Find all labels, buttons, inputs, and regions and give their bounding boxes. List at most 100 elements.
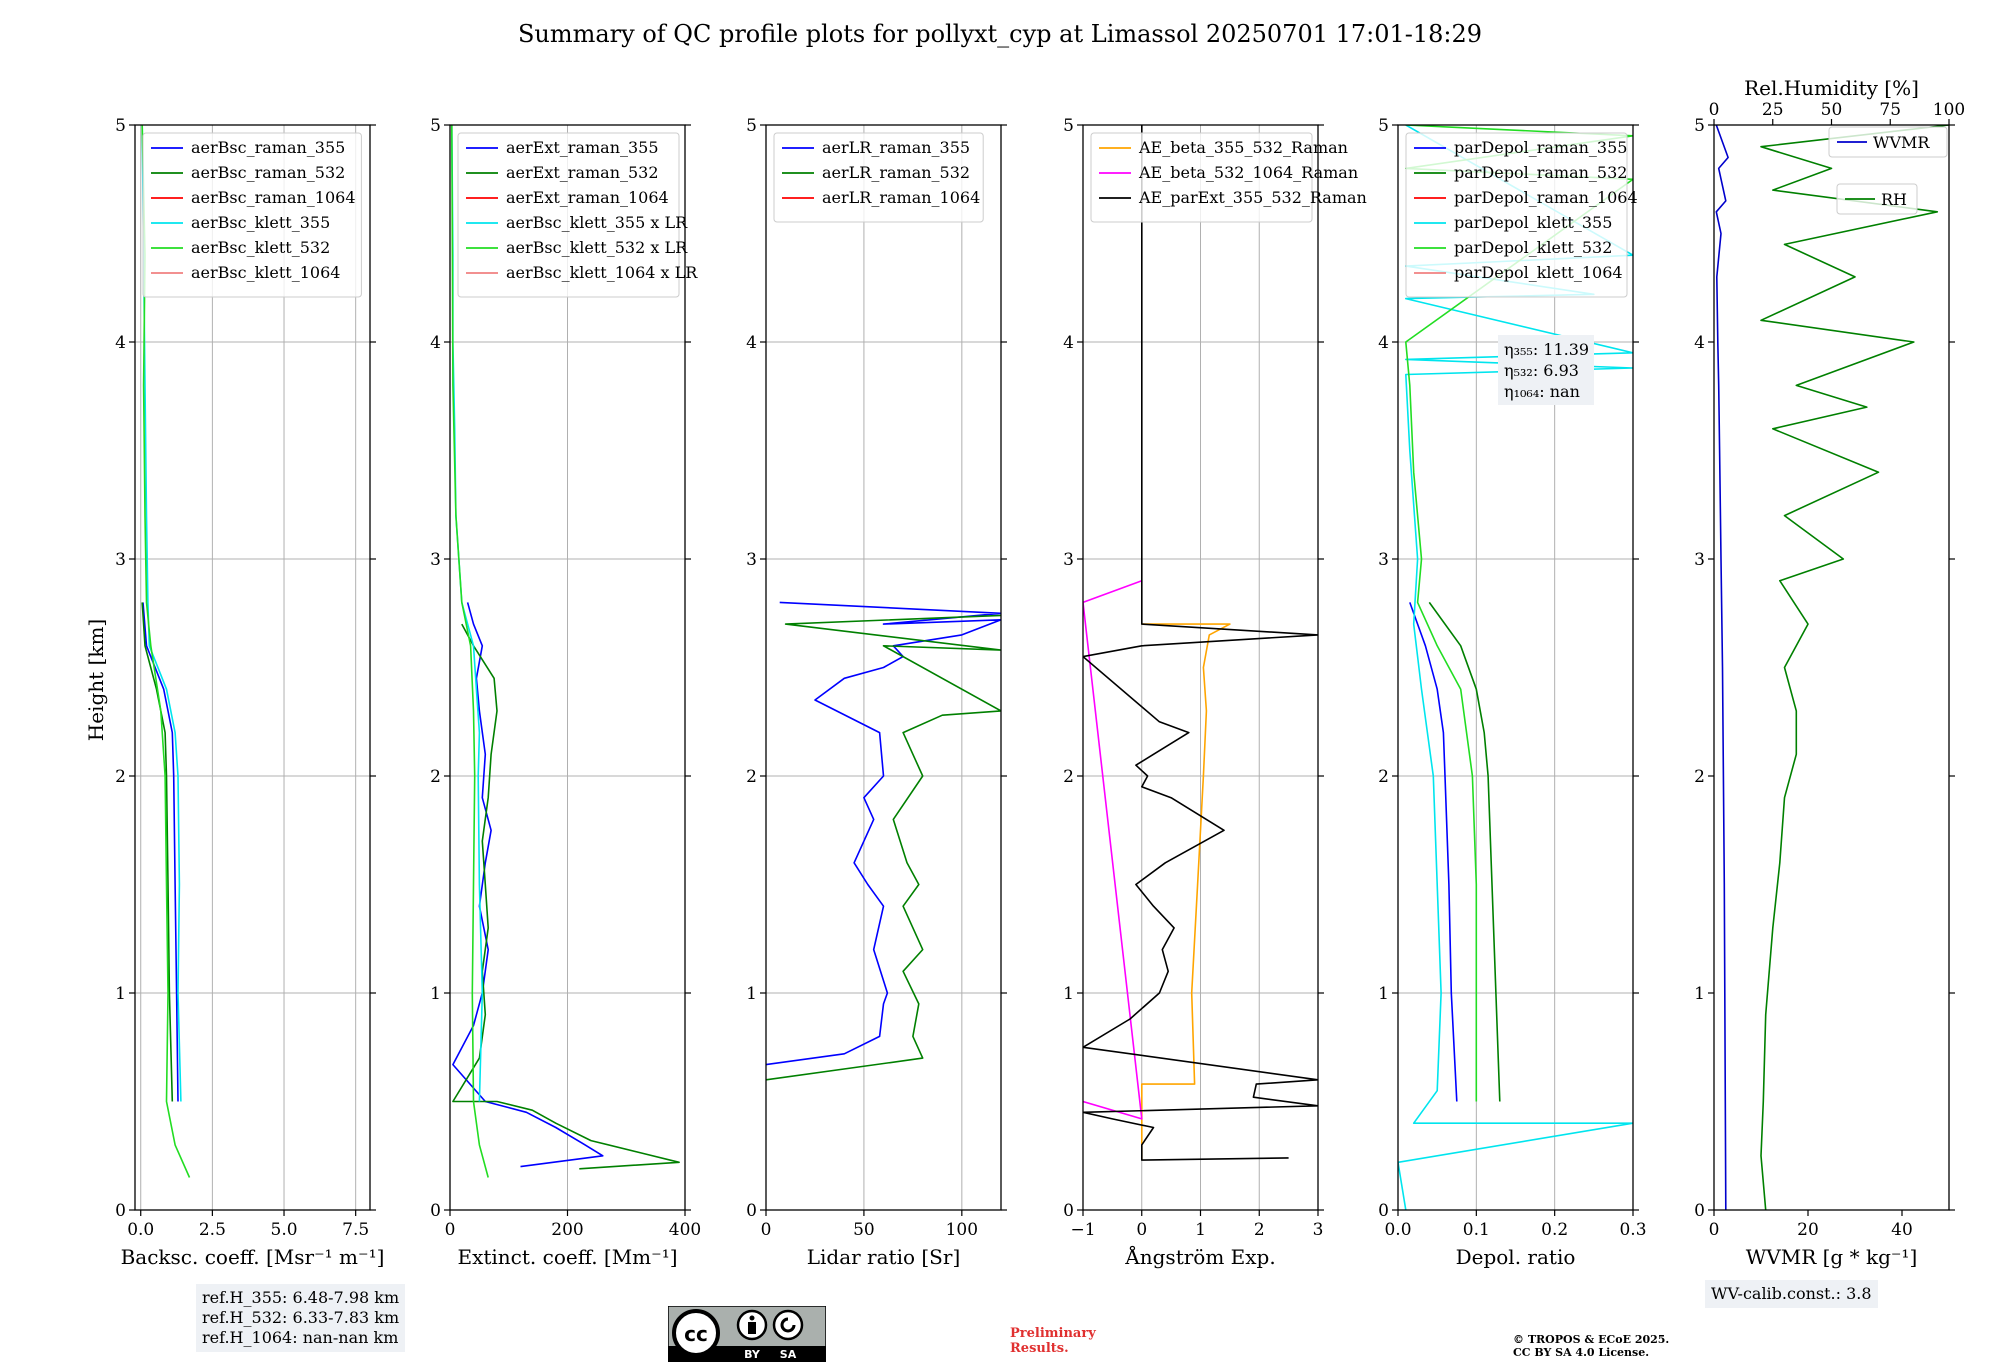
eta-box [1498, 335, 1594, 405]
legend-label: aerBsc_klett_532 x LR [506, 238, 688, 257]
badge-sa-label: SA [780, 1348, 797, 1361]
x-tick-label: 20 [1797, 1220, 1819, 1240]
legend-label: aerBsc_klett_1064 x LR [506, 263, 698, 282]
x-axis-label: Lidar ratio [Sr] [807, 1245, 961, 1269]
legend-label: parDepol_raman_532 [1454, 163, 1627, 182]
x-tick-label: 0.0 [1384, 1220, 1411, 1240]
legend-label: parDepol_klett_1064 [1454, 263, 1623, 282]
y-tick-label: 4 [1694, 333, 1705, 353]
plot-frame [1397, 124, 1634, 1211]
series-group [766, 601, 1001, 1081]
series-line-aerBsc_klett_355 [141, 125, 182, 1102]
x-axis-label: Ångström Exp. [1124, 1244, 1275, 1269]
y-tick-label: 1 [746, 984, 757, 1004]
y-tick-label: 0 [1063, 1201, 1074, 1221]
legend-label: aerExt_raman_355 [506, 138, 659, 157]
y-tick-label: 2 [746, 767, 757, 787]
x-tick-label: 7.5 [342, 1220, 369, 1240]
y-tick-label: 0 [115, 1201, 126, 1221]
series-group [1083, 125, 1318, 1161]
legend-label: parDepol_raman_355 [1454, 138, 1627, 157]
series-line-WVMR [1715, 125, 1729, 1210]
preliminary-note: Preliminary Results. [1010, 1326, 1096, 1356]
top-x-tick-label: 0 [1709, 100, 1720, 120]
copyright-line-2: CC BY SA 4.0 License. [1513, 1346, 1650, 1359]
y-tick-label: 0 [430, 1201, 441, 1221]
legend-label: aerExt_raman_1064 [506, 188, 669, 207]
y-tick-label: 2 [1063, 767, 1074, 787]
legend-box [1090, 132, 1313, 223]
copyright-note: © TROPOS & ECoE 2025. CC BY SA 4.0 Licen… [1513, 1333, 1669, 1359]
legend-label: aerBsc_raman_532 [191, 163, 345, 182]
x-tick-label: 0.3 [1619, 1220, 1646, 1240]
cc-symbol: cc [684, 1322, 708, 1346]
legend-label: aerLR_raman_355 [822, 138, 970, 157]
series-line-aerExt_raman_355 [452, 602, 604, 1168]
legend-box [457, 132, 680, 298]
badge-by-label: BY [744, 1348, 761, 1361]
legend-label: aerExt_raman_532 [506, 163, 659, 182]
y-tick-label: 4 [430, 333, 441, 353]
cc-by-sa-badge: cc BY SA [668, 1306, 826, 1362]
y-tick-label: 3 [430, 550, 441, 570]
x-tick-label: 40 [1891, 1220, 1913, 1240]
y-tick-label: 3 [1063, 550, 1074, 570]
y-tick-label: 3 [115, 550, 126, 570]
series-group [450, 125, 680, 1178]
wv-calib-box: WV-calib.const.: 3.8 [1705, 1280, 1878, 1308]
y-tick-label: 1 [1063, 984, 1074, 1004]
x-tick-label: 0 [761, 1220, 772, 1240]
preliminary-line-1: Preliminary [1010, 1326, 1096, 1341]
legend-label: aerBsc_raman_1064 [191, 188, 356, 207]
top-x-tick-label: 75 [1879, 100, 1901, 120]
legend-label: aerBsc_klett_532 [191, 238, 330, 257]
legend-label: AE_beta_355_532_Raman [1138, 138, 1348, 157]
panel-depol: 0.0 0.1 0.2 0.3 0 1 2 3 4 5 Depol. ratio parDepol_r… [1378, 116, 1646, 1269]
reference-height-box: ref.H_355: 6.48-7.98 km ref.H_532: 6.33-… [196, 1284, 406, 1352]
x-tick-label: 0.2 [1541, 1220, 1568, 1240]
legend-label: aerBsc_raman_355 [191, 138, 345, 157]
wv-calib-const: WV-calib.const.: 3.8 [1711, 1284, 1872, 1303]
y-tick-label: 2 [1378, 767, 1389, 787]
x-tick-label: 0 [1136, 1220, 1147, 1240]
series-line-aerBsc_klett_532 [141, 125, 191, 1178]
x-tick-label: 5.0 [271, 1220, 298, 1240]
y-tick-label: 3 [1378, 550, 1389, 570]
series-line-aerBsc_raman_532 [141, 602, 174, 1102]
panel-bsc: 0.0 2.5 5.0 7.5 0 1 2 3 4 5 Backsc. coeff. [Msr⁻¹ … [115, 116, 384, 1269]
cc-icon [672, 1309, 720, 1357]
y-tick-label: 2 [430, 767, 441, 787]
y-tick-label: 2 [115, 767, 126, 787]
eta-value: η₅₃₂: 6.93 [1504, 361, 1579, 380]
y-tick-label: 5 [746, 116, 757, 136]
legend-label: parDepol_raman_1064 [1454, 188, 1638, 207]
legend-label: aerLR_raman_1064 [822, 188, 980, 207]
top-x-tick-label: 25 [1762, 100, 1784, 120]
top-x-tick-label: 50 [1821, 100, 1843, 120]
x-tick-label: 2.5 [199, 1220, 226, 1240]
x-tick-label: 3 [1313, 1220, 1324, 1240]
figure-title: Summary of QC profile plots for pollyxt_… [517, 20, 1483, 48]
x-tick-label: 50 [853, 1220, 875, 1240]
legend-label: parDepol_klett_355 [1454, 213, 1612, 232]
y-axis-label: Height [km] [84, 619, 108, 741]
y-tick-label: 0 [1694, 1201, 1705, 1221]
series-line-RH [1760, 125, 1949, 1210]
preliminary-line-2: Results. [1010, 1341, 1069, 1356]
legend-label: WVMR [1873, 133, 1930, 152]
series-line-aerBsc_raman_355 [142, 602, 179, 1102]
legend-box [142, 132, 362, 298]
series-line-aerExt_raman_532 [452, 623, 680, 1170]
panel-wv: 0 20 40 0 1 2 3 4 5 WVMR [g * kg⁻¹] 0 25 50 75 100 Rel.… [1694, 76, 1965, 1269]
series-line-parDepol_raman_355 [1409, 602, 1458, 1102]
x-axis-label: Extinct. coeff. [Mm⁻¹] [457, 1245, 677, 1269]
ref-height-355: ref.H_355: 6.48-7.98 km [202, 1288, 400, 1307]
legend-box [1836, 183, 1918, 215]
top-x-tick-label: 100 [1933, 100, 1965, 120]
legend-label: RH [1881, 190, 1907, 209]
plot-frame [765, 124, 1002, 1211]
copyright-line-1: © TROPOS & ECoE 2025. [1513, 1333, 1670, 1346]
series-group [1715, 125, 1949, 1210]
sa-icon [772, 1309, 804, 1341]
